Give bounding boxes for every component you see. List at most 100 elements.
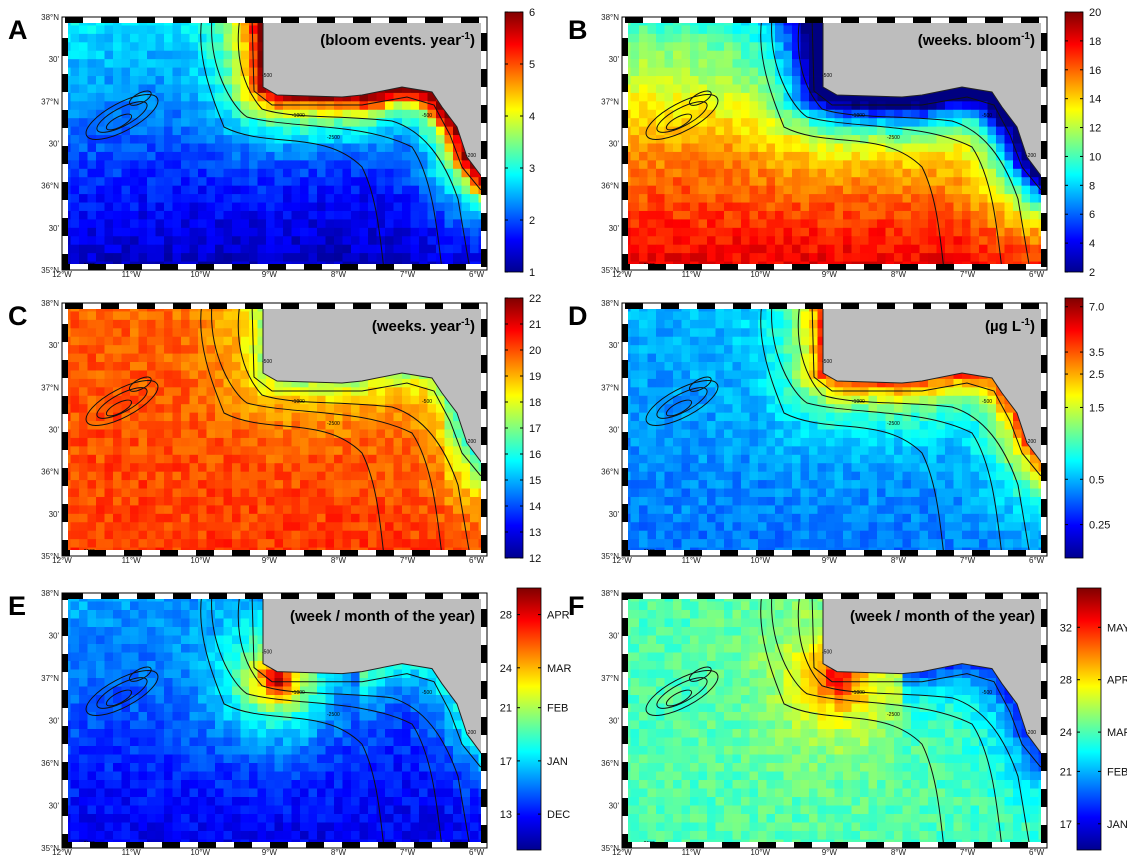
map-cell: [394, 413, 403, 422]
map-cell: [767, 311, 776, 320]
map-cell: [707, 169, 716, 178]
map-cell: [181, 236, 190, 245]
map-cell: [156, 328, 165, 337]
map-cell: [351, 253, 360, 262]
map-cell: [1005, 245, 1014, 254]
map-cell: [639, 169, 648, 178]
map-cell: [699, 135, 708, 144]
map-cell: [945, 228, 954, 237]
map-cell: [96, 169, 105, 178]
map-cell: [190, 186, 199, 195]
map-cell: [716, 68, 725, 77]
map-cell: [224, 110, 233, 119]
map-cell: [801, 228, 810, 237]
map-cell: [869, 245, 878, 254]
map-cell: [453, 152, 462, 161]
map-cell: [699, 345, 708, 354]
map-cell: [453, 438, 462, 447]
map-cell: [105, 328, 114, 337]
map-cell: [164, 245, 173, 254]
map-cell: [309, 101, 318, 110]
map-cell: [428, 228, 437, 237]
panel-letter: B: [568, 15, 588, 45]
map-cell: [190, 211, 199, 220]
map-cell: [368, 236, 377, 245]
map-cell: [275, 169, 284, 178]
map-cell: [945, 169, 954, 178]
map-cell: [334, 186, 343, 195]
map-cell: [266, 144, 275, 153]
map-cell: [275, 413, 284, 422]
map-cell: [394, 177, 403, 186]
map-cell: [411, 101, 420, 110]
map-cell: [96, 354, 105, 363]
map-cell: [249, 127, 258, 136]
map-cell: [733, 328, 742, 337]
map-cell: [360, 421, 369, 430]
map-cell: [232, 203, 241, 212]
map-cell: [164, 84, 173, 93]
map-cell: [1013, 160, 1022, 169]
map-cell: [394, 505, 403, 514]
map-cell: [852, 228, 861, 237]
map-cell: [767, 228, 776, 237]
map-cell: [105, 354, 114, 363]
map-cell: [241, 438, 250, 447]
map-cell: [631, 345, 640, 354]
map-cell: [79, 93, 88, 102]
map-cell: [190, 421, 199, 430]
map-cell: [173, 514, 182, 523]
map-cell: [198, 194, 207, 203]
map-cell: [198, 489, 207, 498]
map-cell: [733, 51, 742, 60]
map-cell: [190, 379, 199, 388]
map-cell: [699, 169, 708, 178]
map-cell: [869, 152, 878, 161]
map-cell: [869, 101, 878, 110]
map-cell: [385, 497, 394, 506]
map-cell: [648, 311, 657, 320]
map-cell: [249, 455, 258, 464]
map-cell: [79, 144, 88, 153]
map-cell: [130, 505, 139, 514]
map-cell: [275, 253, 284, 262]
map-cell: [326, 211, 335, 220]
map-cell: [877, 236, 886, 245]
map-cell: [843, 152, 852, 161]
map-cell: [130, 430, 139, 439]
map-cell: [826, 118, 835, 127]
map-cell: [207, 152, 216, 161]
map-cell: [996, 203, 1005, 212]
map-cell: [639, 152, 648, 161]
map-cell: [368, 253, 377, 262]
map-cell: [113, 203, 122, 212]
map-cell: [979, 194, 988, 203]
map-cell: [173, 430, 182, 439]
map-cell: [886, 118, 895, 127]
map-cell: [436, 497, 445, 506]
map-cell: [164, 379, 173, 388]
map-cell: [224, 194, 233, 203]
map-cell: [758, 311, 767, 320]
map-cell: [428, 135, 437, 144]
map-cell: [996, 219, 1005, 228]
map-cell: [181, 110, 190, 119]
map-cell: [309, 463, 318, 472]
map-cell: [436, 144, 445, 153]
map-cell: [784, 84, 793, 93]
map-cell: [784, 42, 793, 51]
map-cell: [190, 236, 199, 245]
map-cell: [241, 219, 250, 228]
map-cell: [368, 472, 377, 481]
map-cell: [996, 177, 1005, 186]
map-cell: [309, 186, 318, 195]
map-cell: [343, 219, 352, 228]
map-cell: [71, 362, 80, 371]
map-cell: [724, 320, 733, 329]
lat-tick-label: 36°N: [41, 468, 59, 477]
map-cell: [436, 219, 445, 228]
map-cell: [682, 59, 691, 68]
map-cell: [326, 455, 335, 464]
map-cell: [377, 194, 386, 203]
map-cell: [122, 514, 131, 523]
